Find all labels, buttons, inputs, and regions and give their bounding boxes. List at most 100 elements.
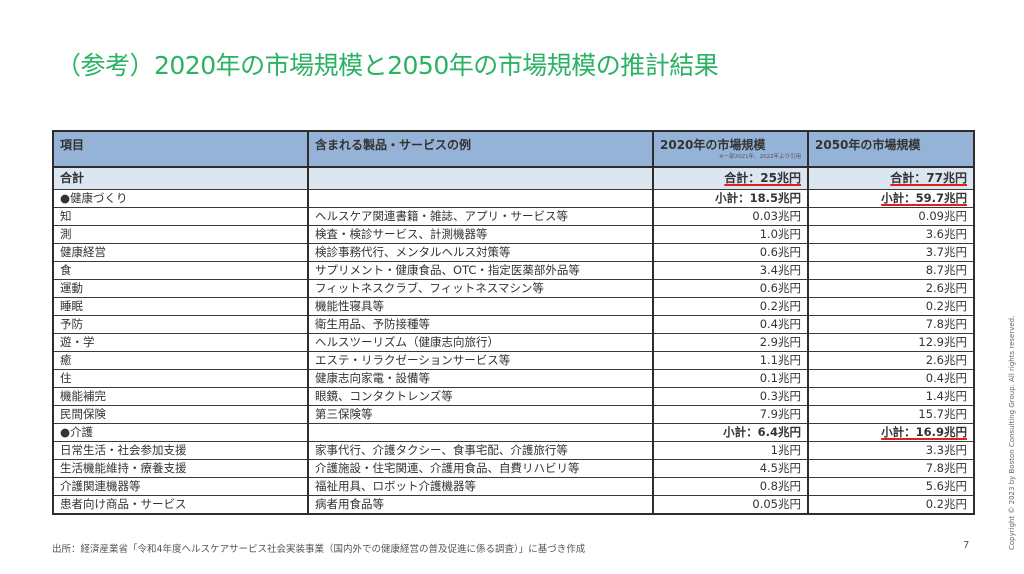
item-cell: 民間保険 <box>52 405 309 424</box>
header-examples: 含まれる製品・サービスの例 <box>307 130 654 168</box>
table-row: 癒エステ・リラクゼーションサービス等 1.1兆円 2.6兆円 <box>52 351 975 370</box>
total-row: 合計 合計：25兆円 合計：77兆円 <box>52 166 975 190</box>
item-cell: 生活機能維持・療養支援 <box>52 459 309 478</box>
table-row: 遊・学 ヘルスツーリズム（健康志向旅行） 2.9兆円 12.9兆円 <box>52 333 975 352</box>
item-cell: 運動 <box>52 279 309 298</box>
value-2020-cell: 0.1兆円 <box>652 369 809 388</box>
value-2020-cell: 0.4兆円 <box>652 315 809 334</box>
examples-cell: 福祉用具、ロボット介護機器等 <box>307 477 654 496</box>
examples-cell: 眼鏡、コンタクトレンズ等 <box>307 387 654 406</box>
item-cell: 介護関連機器等 <box>52 477 309 496</box>
value-2050-cell: 7.8兆円 <box>807 459 975 478</box>
value-2020-cell: 1.0兆円 <box>652 225 809 244</box>
value-2050-cell: 12.9兆円 <box>807 333 975 352</box>
value-2050-cell: 3.7兆円 <box>807 243 975 262</box>
examples-cell: ヘルスツーリズム（健康志向旅行） <box>307 333 654 352</box>
header-item: 項目 <box>52 130 309 168</box>
value-2020-cell: 0.6兆円 <box>652 279 809 298</box>
table-row: 知ヘルスケア関連書籍・雑誌、アプリ・サービス等 0.03兆円 0.09兆円 <box>52 207 975 226</box>
table-row: 健康経営 検診事務代行、メンタルヘルス対策等 0.6兆円 3.7兆円 <box>52 243 975 262</box>
value-2020-cell: 7.9兆円 <box>652 405 809 424</box>
item-cell: 日常生活・社会参加支援 <box>52 441 309 460</box>
value-2020-cell: 0.05兆円 <box>652 495 809 515</box>
value-2020-cell: 0.3兆円 <box>652 387 809 406</box>
total-examples <box>307 166 654 190</box>
value-2050-cell: 3.6兆円 <box>807 225 975 244</box>
table-header-row: 項目 含まれる製品・サービスの例 2020年の市場規模 ※一部2021年、202… <box>52 130 975 168</box>
header-2050: 2050年の市場規模 <box>807 130 975 168</box>
section-row: ●健康づくり 小計：18.5兆円 小計：59.7兆円 <box>52 189 975 208</box>
value-2050-cell: 2.6兆円 <box>807 351 975 370</box>
value-2050-cell: 0.2兆円 <box>807 495 975 515</box>
examples-cell: エステ・リラクゼーションサービス等 <box>307 351 654 370</box>
section-2050-value: 小計：59.7兆円 <box>881 191 967 205</box>
value-2050-cell: 3.3兆円 <box>807 441 975 460</box>
table-row: 機能補完 眼鏡、コンタクトレンズ等 0.3兆円 1.4兆円 <box>52 387 975 406</box>
section-examples <box>307 189 654 208</box>
value-2050-cell: 5.6兆円 <box>807 477 975 496</box>
examples-cell: サプリメント・健康食品、OTC・指定医薬部外品等 <box>307 261 654 280</box>
examples-cell: ヘルスケア関連書籍・雑誌、アプリ・サービス等 <box>307 207 654 226</box>
item-cell: 住 <box>52 369 309 388</box>
table-row: 予防 衛生用品、予防接種等 0.4兆円 7.8兆円 <box>52 315 975 334</box>
header-2020: 2020年の市場規模 ※一部2021年、2022年より引用 <box>652 130 809 168</box>
table-row: 睡眠 機能性寝具等 0.2兆円 0.2兆円 <box>52 297 975 316</box>
value-2020-cell: 3.4兆円 <box>652 261 809 280</box>
table-row: 患者向け商品・サービス 病者用食品等 0.05兆円 0.2兆円 <box>52 495 975 515</box>
source-note: 出所：経済産業省「令和4年度ヘルスケアサービス社会実装事業（国内外での健康経営の… <box>52 544 586 555</box>
total-2050: 合計：77兆円 <box>807 166 975 190</box>
table-row: 日常生活・社会参加支援 家事代行、介護タクシー、食事宅配、介護旅行等 1兆円 3.3兆… <box>52 441 975 460</box>
examples-cell: 家事代行、介護タクシー、食事宅配、介護旅行等 <box>307 441 654 460</box>
examples-cell: 機能性寝具等 <box>307 297 654 316</box>
value-2020-cell: 4.5兆円 <box>652 459 809 478</box>
examples-cell: 検査・検診サービス、計測機器等 <box>307 225 654 244</box>
value-2020-cell: 0.03兆円 <box>652 207 809 226</box>
value-2050-cell: 0.09兆円 <box>807 207 975 226</box>
examples-cell: 第三保険等 <box>307 405 654 424</box>
section-examples <box>307 423 654 442</box>
section-2050: 小計：16.9兆円 <box>807 423 975 442</box>
value-2020-cell: 2.9兆円 <box>652 333 809 352</box>
item-cell: 遊・学 <box>52 333 309 352</box>
table-row: 民間保険 第三保険等 7.9兆円 15.7兆円 <box>52 405 975 424</box>
value-2020-cell: 0.6兆円 <box>652 243 809 262</box>
examples-cell: 介護施設・住宅関連、介護用食品、自費リハビリ等 <box>307 459 654 478</box>
table-row: 住健康志向家電・設備等 0.1兆円 0.4兆円 <box>52 369 975 388</box>
value-2050-cell: 0.2兆円 <box>807 297 975 316</box>
total-2020: 合計：25兆円 <box>652 166 809 190</box>
table-row: 運動 フィットネスクラブ、フィットネスマシン等 0.6兆円 2.6兆円 <box>52 279 975 298</box>
value-2020-cell: 0.2兆円 <box>652 297 809 316</box>
total-2020-value: 合計：25兆円 <box>724 171 801 185</box>
value-2050-cell: 8.7兆円 <box>807 261 975 280</box>
examples-cell: 衛生用品、予防接種等 <box>307 315 654 334</box>
page-number: 7 <box>963 540 970 551</box>
table-row: 介護関連機器等 福祉用具、ロボット介護機器等 0.8兆円 5.6兆円 <box>52 477 975 496</box>
item-cell: 食 <box>52 261 309 280</box>
section-2020: 小計：6.4兆円 <box>652 423 809 442</box>
value-2020-cell: 1.1兆円 <box>652 351 809 370</box>
table-row: 測検査・検診サービス、計測機器等 1.0兆円 3.6兆円 <box>52 225 975 244</box>
section-label: ●介護 <box>52 423 309 442</box>
section-2020: 小計：18.5兆円 <box>652 189 809 208</box>
examples-cell: 健康志向家電・設備等 <box>307 369 654 388</box>
item-cell: 健康経営 <box>52 243 309 262</box>
table-row: 生活機能維持・療養支援 介護施設・住宅関連、介護用食品、自費リハビリ等 4.5兆円 7… <box>52 459 975 478</box>
item-cell: 癒 <box>52 351 309 370</box>
section-2050-value: 小計：16.9兆円 <box>881 425 967 439</box>
copyright-text: Copyright © 2023 by Boston Consulting Gr… <box>1008 315 1016 550</box>
section-label: ●健康づくり <box>52 189 309 208</box>
market-size-table: 項目 含まれる製品・サービスの例 2020年の市場規模 ※一部2021年、202… <box>52 130 975 515</box>
value-2050-cell: 0.4兆円 <box>807 369 975 388</box>
table-row: 食サプリメント・健康食品、OTC・指定医薬部外品等 3.4兆円 8.7兆円 <box>52 261 975 280</box>
value-2050-cell: 1.4兆円 <box>807 387 975 406</box>
item-cell: 測 <box>52 225 309 244</box>
total-label: 合計 <box>52 166 309 190</box>
value-2050-cell: 2.6兆円 <box>807 279 975 298</box>
item-cell: 予防 <box>52 315 309 334</box>
section-2050: 小計：59.7兆円 <box>807 189 975 208</box>
item-cell: 機能補完 <box>52 387 309 406</box>
header-2020-label: 2020年の市場規模 <box>660 138 766 152</box>
value-2050-cell: 7.8兆円 <box>807 315 975 334</box>
section-row: ●介護 小計：6.4兆円 小計：16.9兆円 <box>52 423 975 442</box>
header-2020-note: ※一部2021年、2022年より引用 <box>719 154 801 160</box>
